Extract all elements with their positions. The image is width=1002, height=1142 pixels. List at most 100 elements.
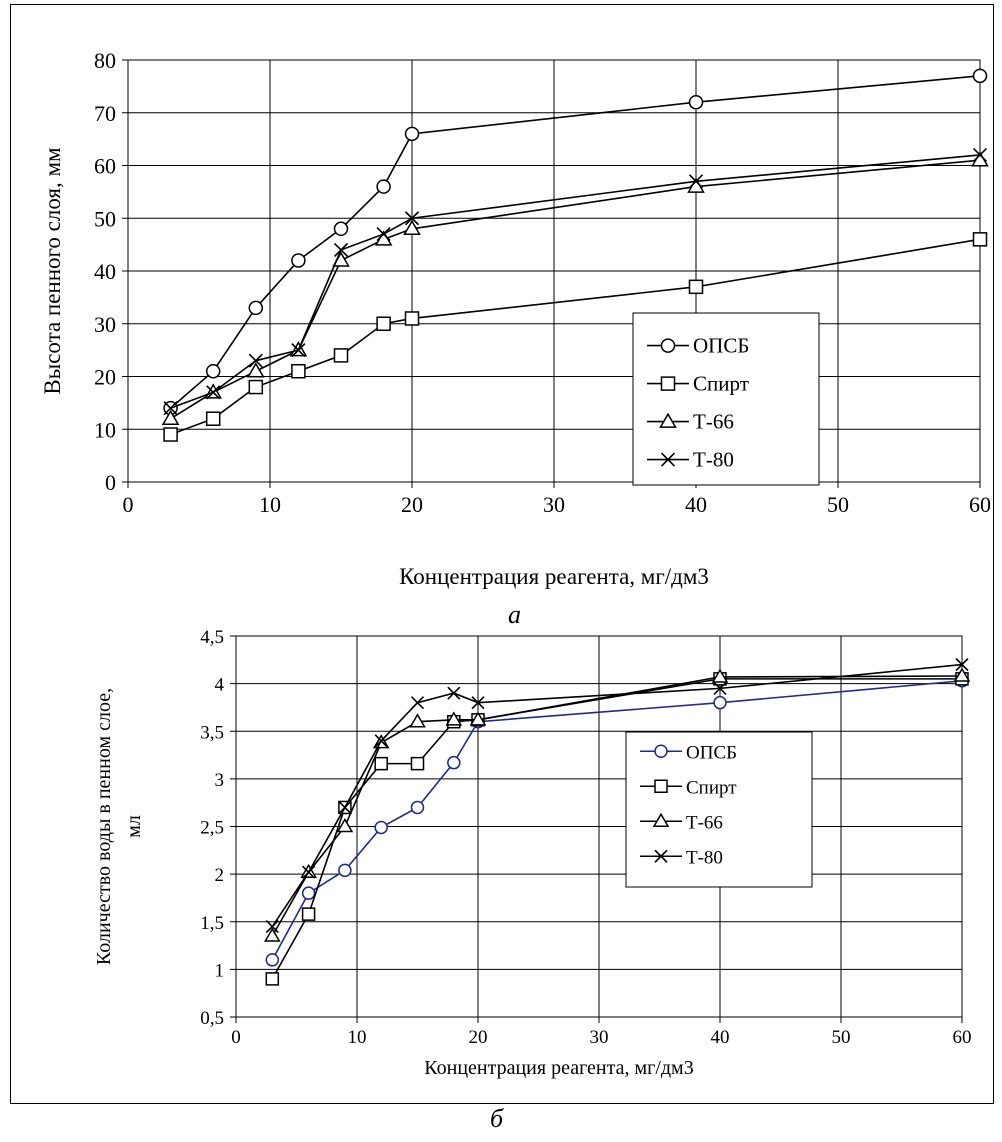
- y-tick-label: 30: [94, 312, 116, 337]
- x-tick-label: 50: [827, 492, 849, 517]
- data-point: [205, 363, 221, 379]
- x-tick-label: 40: [685, 492, 707, 517]
- data-point: [403, 219, 421, 236]
- data-point: [953, 667, 971, 682]
- data-point: [713, 681, 727, 695]
- series-ОПСБ: [163, 68, 988, 416]
- y-tick-label: 2,5: [200, 818, 224, 839]
- y-tick-label: 0: [105, 470, 116, 495]
- data-point: [374, 734, 388, 748]
- data-point: [291, 253, 306, 268]
- legend-marker: [659, 412, 677, 428]
- legend-label: Т-66: [686, 812, 723, 833]
- x-axis-label: Концентрация реагента, мг/дм3: [399, 564, 709, 589]
- x-tick-label: 0: [231, 1027, 241, 1048]
- data-point: [205, 411, 221, 426]
- data-point-b: [972, 147, 988, 163]
- data-point: [688, 174, 704, 189]
- data-point: [713, 695, 727, 710]
- data-point: [447, 755, 461, 770]
- chart-2: 0,5 1 1,5 2 2,5 3 3,5 4 4,5 0 10 20 30 40 50 60 Концентр…: [93, 627, 972, 1079]
- y-tick-label: 70: [94, 101, 116, 126]
- series-Спирт: [265, 672, 969, 986]
- series-line: [170, 75, 981, 409]
- legend-label: Спирт: [693, 372, 749, 396]
- legend-marker: [660, 452, 676, 467]
- data-point: [469, 711, 487, 726]
- x-axis-label: Концентрация реагента, мг/дм3: [424, 1057, 693, 1079]
- x-tick-label: 30: [590, 1027, 609, 1048]
- data-point: [291, 363, 306, 379]
- legend-label: ОПСБ: [686, 742, 737, 763]
- series-line: [271, 675, 963, 937]
- figure-frame: [10, 4, 994, 1104]
- data-point: [376, 316, 391, 331]
- x-tick-label: 30: [543, 492, 565, 517]
- y-tick-label: 1: [215, 960, 225, 981]
- data-point: [410, 696, 425, 710]
- legend-label: Спирт: [686, 777, 737, 798]
- data-point: [972, 147, 988, 163]
- caption-a: а: [508, 600, 521, 629]
- data-point: [163, 427, 178, 442]
- data-point: [333, 242, 349, 257]
- x-tick-label: 0: [123, 492, 134, 517]
- data-point: [404, 126, 420, 142]
- data-point: [265, 953, 280, 967]
- legend: ОПСБ Спирт Т-66 Т-80: [632, 312, 820, 486]
- data-point: [248, 379, 264, 395]
- data-point: [410, 756, 425, 771]
- y-axis-label-line: мл: [123, 815, 145, 838]
- data-point: [338, 863, 352, 878]
- data-point: [265, 919, 279, 934]
- data-point: [711, 668, 729, 683]
- x-tick-label: 10: [348, 1027, 367, 1048]
- data-point-b: [471, 696, 485, 710]
- data-point: [301, 886, 316, 900]
- data-point: [301, 907, 316, 921]
- data-point-b: [333, 242, 349, 257]
- x-tick-label: 40: [711, 1027, 730, 1048]
- x-tick-label: 60: [953, 1027, 972, 1048]
- chart-1: 0 10 20 30 40 50 60 70 80 0 10 20 30 40 50 60 Концентрац…: [40, 48, 991, 589]
- y-tick-label: 60: [94, 154, 116, 179]
- data-point: [248, 353, 263, 368]
- data-point: [161, 409, 180, 425]
- legend-marker: [660, 376, 676, 391]
- y-tick-label: 10: [94, 417, 116, 442]
- data-point: [404, 311, 420, 326]
- y-tick-label: 3,5: [200, 722, 224, 743]
- y-tick-label: 40: [94, 259, 116, 284]
- data-point-b: [163, 401, 178, 416]
- y-tick-label: 0,5: [200, 1008, 224, 1029]
- data-point-b: [713, 681, 727, 695]
- data-point-b: [374, 734, 388, 748]
- y-tick-label: 2: [215, 865, 225, 886]
- x-tick-label: 20: [401, 492, 423, 517]
- data-point: [471, 696, 485, 710]
- series-line: [271, 679, 963, 961]
- data-point: [163, 401, 178, 416]
- data-point: [972, 68, 988, 84]
- data-point: [263, 927, 281, 942]
- data-point: [688, 279, 704, 295]
- data-point: [376, 179, 391, 194]
- data-point-b: [688, 174, 704, 189]
- data-point: [333, 348, 349, 363]
- series-Т-80: [163, 147, 988, 416]
- data-point: [374, 756, 388, 771]
- data-point-b: [338, 800, 352, 815]
- data-point: [248, 300, 264, 316]
- series-Спирт: [163, 232, 988, 442]
- x-tick-label: 60: [969, 492, 991, 517]
- chart-1-grid: [128, 59, 981, 482]
- legend-label: ОПСБ: [693, 334, 749, 358]
- y-tick-label: 50: [94, 206, 116, 231]
- data-point: [302, 865, 316, 879]
- data-point: [376, 227, 391, 242]
- data-point: [291, 343, 306, 358]
- data-point: [410, 800, 425, 815]
- data-point: [409, 713, 426, 728]
- series-Т-66: [161, 151, 989, 425]
